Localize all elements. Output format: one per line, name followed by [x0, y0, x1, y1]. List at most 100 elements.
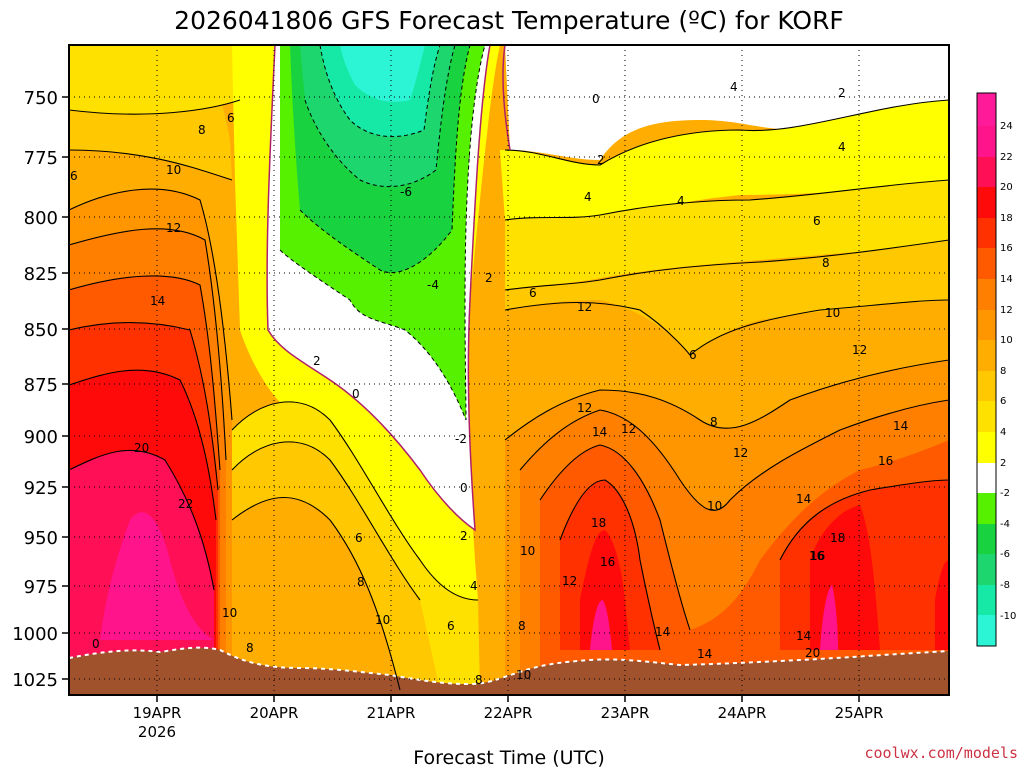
x-tick-label: 19APR — [133, 704, 182, 722]
colorbar-label: 8 — [1000, 366, 1006, 377]
contour-label: 0 — [92, 637, 100, 651]
colorbar-label: -10 — [1000, 611, 1016, 622]
contour-label: 2 — [597, 153, 605, 167]
contour-label: 2 — [313, 354, 321, 368]
colorbar-label: 14 — [1000, 274, 1013, 285]
contour-label: 6 — [355, 531, 363, 545]
contour-label: 14 — [592, 425, 607, 439]
contour-label: 8 — [518, 619, 526, 633]
y-tick-label: 825 — [24, 264, 58, 285]
band-18-20-right — [580, 505, 949, 650]
colorbar-label: 12 — [1000, 305, 1013, 316]
band-white-right — [505, 45, 949, 160]
terrain-fill — [69, 647, 949, 695]
contour-label: 0 — [352, 387, 360, 401]
y-tick-label: 800 — [24, 208, 58, 229]
contour-label: 16 — [809, 549, 824, 563]
x-tick-label: 20APR — [250, 704, 299, 722]
colorbar-label: -4 — [1000, 519, 1010, 530]
contour-label: 14 — [893, 419, 908, 433]
colorbar-label: 18 — [1000, 213, 1013, 224]
contour-label: 10 — [520, 544, 535, 558]
x-tick-label: 22APR — [484, 704, 533, 722]
contour-label: 4 — [584, 190, 592, 204]
contour-label: 20 — [134, 441, 149, 455]
colorbar-label: -2 — [1000, 488, 1010, 499]
colorbar-label: 22 — [1000, 152, 1013, 163]
colorbar-swatches — [976, 92, 997, 647]
contour-label: 10 — [166, 163, 181, 177]
colorbar-label: 10 — [1000, 335, 1013, 346]
contour-label: 18 — [830, 531, 845, 545]
grid — [69, 45, 949, 695]
band-yellow-right — [500, 100, 949, 220]
band-minus10-minus8 — [340, 45, 425, 102]
y-tick-label: 950 — [24, 528, 58, 549]
contour-label: 8 — [710, 415, 718, 429]
contour-label: 10 — [375, 613, 390, 627]
y-tick-label: 925 — [24, 478, 58, 499]
y-tick-label: 775 — [24, 148, 58, 169]
contour-label: 4 — [730, 80, 738, 94]
contour-label: 6 — [689, 348, 697, 362]
contour-label: 12 — [166, 221, 181, 235]
contour-label: 4 — [470, 579, 478, 593]
plot-frame — [68, 44, 950, 696]
contour-label: 20 — [805, 646, 820, 660]
contour-label: 16 — [878, 454, 893, 468]
contour-label: 12 — [577, 300, 592, 314]
y-tick-label: 850 — [24, 320, 58, 341]
band-20-22-left — [100, 512, 214, 640]
contour-label: 10 — [825, 306, 840, 320]
colorbar-label: 2 — [1000, 458, 1006, 469]
credit-text: coolwx.com/models — [864, 744, 1018, 762]
x-tick-label: 24APR — [718, 704, 767, 722]
contour-label: 16 — [810, 549, 825, 563]
contour-label: 14 — [697, 647, 712, 661]
contour-label: 22 — [178, 497, 193, 511]
colorbar-label: 24 — [1000, 121, 1013, 132]
colorbar-label: 4 — [1000, 427, 1006, 438]
chart-title: 2026041806 GFS Forecast Temperature (ºC)… — [174, 6, 844, 35]
plot-area: 6 8 6 10 12 14 20 22 10 8 2 0 -6 -4 2 6 … — [69, 45, 949, 695]
contour-label: 14 — [150, 294, 165, 308]
contour-label: 6 — [227, 111, 235, 125]
contour-label: 8 — [475, 673, 483, 687]
contour-label: 2 — [460, 529, 468, 543]
contour-lines — [69, 99, 949, 691]
x-tick-label: 21APR — [367, 704, 416, 722]
contour-label: -6 — [400, 185, 412, 199]
y-tick-label: 900 — [24, 427, 58, 448]
contour-label: 8 — [198, 123, 206, 137]
contour-label: 12 — [852, 343, 867, 357]
contour-label: 16 — [600, 555, 615, 569]
x-axis: 19APR 2026 20APR 21APR 22APR 23APR 24APR… — [133, 695, 884, 741]
contour-label: 8 — [246, 641, 254, 655]
colorbar-label: 20 — [1000, 182, 1013, 193]
colorbar: 24 22 20 18 16 14 12 10 8 6 4 2 -2 -4 -6… — [976, 92, 1016, 647]
band-4-6-right — [505, 180, 949, 290]
y-tick-label: 750 — [24, 88, 58, 109]
colorbar-label: 6 — [1000, 396, 1006, 407]
contour-label: 14 — [796, 629, 811, 643]
terrain-outline — [69, 646, 949, 686]
colorbar-label: -6 — [1000, 549, 1010, 560]
contour-label: 6 — [529, 286, 537, 300]
y-tick-label: 1025 — [12, 670, 58, 691]
y-axis: 750 775 800 825 850 875 900 925 950 975 … — [12, 88, 69, 691]
contour-label: 12 — [621, 422, 636, 436]
contour-label: 12 — [562, 574, 577, 588]
colorbar-label: -8 — [1000, 580, 1010, 591]
contour-label: 4 — [838, 140, 846, 154]
contour-lines-dashed — [279, 45, 486, 421]
contour-label: 0 — [460, 481, 468, 495]
contour-label: 6 — [447, 619, 455, 633]
contour-label: 4 — [677, 194, 685, 208]
contour-label: 6 — [70, 169, 78, 183]
contour-label: 10 — [222, 606, 237, 620]
x-tick-label: 25APR — [835, 704, 884, 722]
contour-label: -2 — [455, 432, 467, 446]
y-tick-label: 1000 — [12, 624, 58, 645]
contour-label: 6 — [813, 214, 821, 228]
